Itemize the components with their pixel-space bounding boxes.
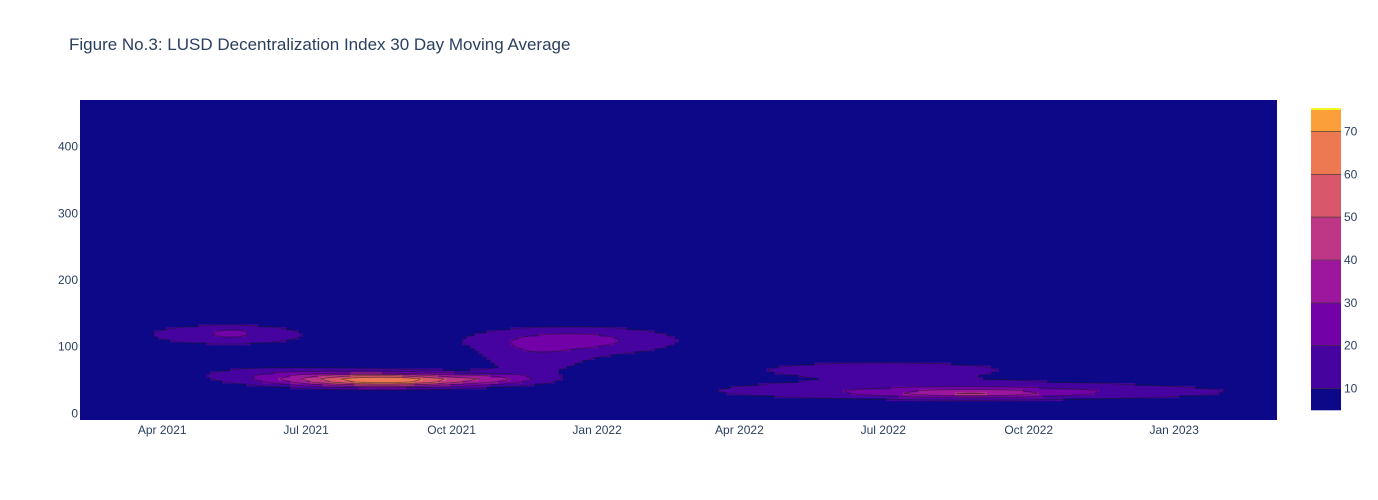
colorbar-tick-label: 60: [1344, 167, 1358, 181]
colorbar-tick-label: 20: [1344, 339, 1358, 353]
contour-line: [320, 375, 445, 385]
colorbar-band: [1311, 110, 1341, 132]
colorbar-band: [1311, 345, 1341, 389]
x-tick-label: Jan 2022: [572, 423, 622, 437]
contour-fill: [154, 324, 1224, 402]
y-tick-label: 100: [58, 340, 78, 354]
chart-title: Figure No.3: LUSD Decentralization Index…: [69, 35, 570, 54]
colorbar-tick-label: 40: [1344, 253, 1358, 267]
colorbar-tick-label: 10: [1344, 382, 1358, 396]
colorbar-tick-label: 70: [1344, 124, 1358, 138]
colorbar-band: [1311, 260, 1341, 304]
contour-lines: [152, 324, 1225, 401]
y-tick-label: 400: [58, 140, 78, 154]
plot-area: [80, 100, 1277, 420]
y-axis: 0 100 200 300 400: [58, 140, 78, 421]
colorbar-band: [1311, 388, 1341, 411]
contour-line: [212, 329, 1098, 399]
plot-background: [80, 100, 1277, 420]
colorbar-band: [1311, 217, 1341, 261]
y-tick-label: 0: [71, 406, 78, 420]
colorbar-band: [1311, 131, 1341, 175]
colorbar-band: [1311, 302, 1341, 347]
contour-line: [341, 376, 422, 383]
x-tick-label: Oct 2022: [1004, 423, 1053, 437]
x-tick-label: Oct 2021: [427, 423, 476, 437]
x-tick-label: Apr 2021: [138, 423, 187, 437]
x-axis: Apr 2021 Jul 2021 Oct 2021 Jan 2022 Apr 2022…: [138, 423, 1199, 437]
x-tick-label: Jul 2021: [283, 423, 329, 437]
colorbar-tick-label: 50: [1344, 210, 1358, 224]
colorbar-band: [1311, 174, 1341, 218]
colorbar: 10 20 30 40 50 60 70: [1311, 108, 1358, 411]
x-tick-label: Apr 2022: [715, 423, 764, 437]
x-tick-label: Jan 2023: [1150, 423, 1200, 437]
y-tick-label: 200: [58, 273, 78, 287]
contour-line: [280, 372, 1039, 397]
y-tick-label: 300: [58, 206, 78, 220]
contour-line: [152, 324, 1225, 401]
colorbar-band: [1311, 108, 1341, 110]
colorbar-tick-label: 30: [1344, 296, 1358, 310]
contour-line: [301, 373, 986, 395]
x-tick-label: Jul 2022: [861, 423, 907, 437]
